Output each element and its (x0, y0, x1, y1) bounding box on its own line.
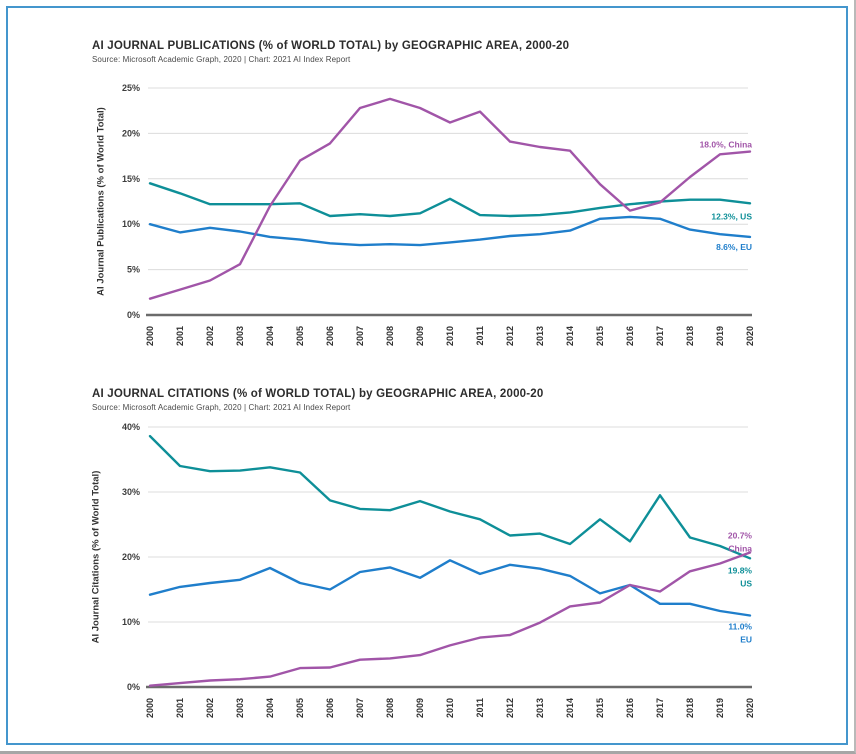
x-tick-label: 2012 (505, 326, 515, 346)
y-tick-label: 25% (122, 83, 140, 93)
x-tick-label: 2009 (415, 326, 425, 346)
x-tick-label: 2019 (715, 326, 725, 346)
y-tick-label: 15% (122, 174, 140, 184)
y-tick-label: 0% (127, 310, 140, 320)
x-tick-label: 2018 (685, 326, 695, 346)
x-tick-label: 2004 (265, 326, 275, 346)
x-tick-label: 2016 (625, 326, 635, 346)
x-tick-label: 2006 (325, 698, 335, 718)
x-tick-label: 2004 (265, 698, 275, 718)
x-tick-label: 2015 (595, 698, 605, 718)
series-line-china (148, 551, 752, 687)
x-tick-label: 2020 (745, 326, 755, 346)
end-label-eu: 11.0% (728, 622, 752, 632)
x-tick-label: 2005 (295, 698, 305, 718)
x-tick-label: 2015 (595, 326, 605, 346)
y-tick-label: 10% (122, 617, 140, 627)
end-label-eu: EU (740, 635, 752, 645)
y-tick-label: 30% (122, 487, 140, 497)
x-tick-label: 2005 (295, 326, 305, 346)
end-label-china: 18.0%, China (700, 140, 753, 150)
x-tick-label: 2009 (415, 698, 425, 718)
x-tick-label: 2011 (475, 326, 485, 346)
x-tick-label: 2006 (325, 326, 335, 346)
citations-chart-title: AI JOURNAL CITATIONS (% of WORLD TOTAL) … (92, 388, 544, 400)
publications-chart: 0% 5% 10% 15% 20% 25% 2000 2001 2002 2003 2004 2005… (96, 83, 756, 346)
x-tick-label: 2007 (355, 698, 365, 718)
x-tick-label: 2010 (445, 698, 455, 718)
x-tick-label: 2011 (475, 698, 485, 718)
series-line-us (148, 434, 752, 560)
x-tick-label: 2010 (445, 326, 455, 346)
end-label-china: China (728, 543, 752, 553)
x-tick-label: 2013 (535, 698, 545, 718)
y-axis-title: AI Journal Publications (% of World Tota… (96, 107, 107, 296)
publications-chart-title: AI JOURNAL PUBLICATIONS (% of WORLD TOTA… (92, 40, 570, 52)
x-tick-label: 2012 (505, 698, 515, 718)
x-tick-label: 2000 (145, 326, 155, 346)
y-tick-label: 20% (122, 128, 140, 138)
x-tick-label: 2017 (655, 698, 665, 718)
x-tick-label: 2000 (145, 698, 155, 718)
x-tick-label: 2001 (175, 698, 185, 718)
y-tick-label: 10% (122, 219, 140, 229)
series-line-china (148, 97, 752, 300)
end-label-china: 20.7% (728, 530, 753, 540)
end-label-us: 19.8% (728, 565, 753, 575)
publications-chart-source: Source: Microsoft Academic Graph, 2020 |… (92, 55, 351, 64)
x-tick-label: 2002 (205, 698, 215, 718)
gridlines (148, 426, 748, 623)
x-tick-label: 2008 (385, 698, 395, 718)
x-tick-label: 2014 (565, 698, 575, 718)
y-tick-label: 40% (122, 422, 140, 432)
gridlines (148, 87, 748, 271)
y-tick-label: 5% (127, 265, 140, 275)
x-tick-label: 2013 (535, 326, 545, 346)
series-line-eu (148, 215, 752, 247)
y-axis-title: AI Journal Citations (% of World Total) (91, 471, 102, 644)
x-tick-label: 2020 (745, 698, 755, 718)
x-tick-label: 2008 (385, 326, 395, 346)
citations-chart: 0% 10% 20% 30% 40% 2000 2001 2002 2003 2004 2005 20… (91, 422, 756, 718)
y-tick-label: 0% (127, 682, 140, 692)
end-label-us: US (740, 578, 752, 588)
end-label-us: 12.3%, US (711, 211, 752, 221)
y-tick-label: 20% (122, 552, 140, 562)
x-tick-label: 2003 (235, 326, 245, 346)
x-tick-label: 2018 (685, 698, 695, 718)
x-tick-label: 2001 (175, 326, 185, 346)
end-label-eu: 8.6%, EU (716, 242, 752, 252)
x-tick-label: 2007 (355, 326, 365, 346)
series-line-eu (148, 559, 752, 617)
x-tick-label: 2019 (715, 698, 725, 718)
series-line-us (148, 182, 752, 218)
x-tick-label: 2003 (235, 698, 245, 718)
x-tick-label: 2017 (655, 326, 665, 346)
x-tick-label: 2016 (625, 698, 635, 718)
x-tick-label: 2002 (205, 326, 215, 346)
citations-chart-source: Source: Microsoft Academic Graph, 2020 |… (92, 403, 351, 412)
x-tick-label: 2014 (565, 326, 575, 346)
